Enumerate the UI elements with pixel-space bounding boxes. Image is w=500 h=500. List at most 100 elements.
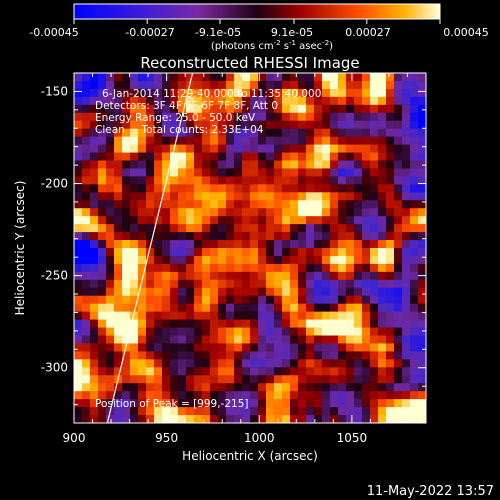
heatmap-cell	[154, 104, 163, 114]
heatmap-cell	[210, 327, 219, 337]
heatmap-cell	[90, 383, 99, 392]
heatmap-cell	[114, 271, 123, 281]
heatmap-cell	[386, 200, 395, 209]
heatmap-cell	[394, 112, 403, 122]
heatmap-cell	[178, 80, 187, 90]
heatmap-cell	[410, 192, 419, 201]
heatmap-cell	[186, 96, 195, 106]
heatmap-cell	[394, 415, 403, 423]
heatmap-cell	[186, 391, 195, 400]
heatmap-cell	[114, 255, 123, 265]
heatmap-cell	[202, 112, 211, 122]
heatmap-cell	[322, 96, 331, 106]
heatmap-cell	[106, 200, 115, 209]
heatmap-cell	[378, 120, 387, 130]
heatmap-cell	[146, 295, 155, 305]
heatmap-cell	[338, 200, 347, 209]
heatmap-cell	[210, 319, 219, 329]
heatmap-cell	[130, 216, 139, 225]
heatmap-cell	[378, 279, 387, 289]
heatmap-cell	[146, 375, 155, 384]
heatmap-cell	[354, 200, 363, 209]
heatmap-cell	[314, 240, 323, 249]
heatmap-cell	[338, 295, 347, 305]
heatmap-cell	[322, 232, 331, 241]
heatmap-cell	[210, 271, 219, 281]
heatmap-cell	[74, 184, 83, 193]
heatmap-cell	[418, 263, 426, 273]
heatmap-cell	[250, 319, 259, 329]
heatmap-cell	[234, 136, 243, 146]
heatmap-cell	[386, 168, 395, 177]
colorbar-tick-label: -0.00045	[29, 26, 78, 39]
heatmap-cell	[298, 160, 307, 170]
heatmap-cell	[370, 303, 379, 313]
heatmap-cell	[402, 120, 411, 130]
heatmap-cell	[146, 88, 155, 98]
heatmap-cell	[218, 208, 227, 217]
heatmap-cell	[330, 208, 339, 217]
heatmap-cell	[362, 359, 371, 368]
heatmap-cell	[306, 192, 315, 201]
heatmap-cell	[210, 88, 219, 98]
heatmap-cell	[138, 248, 147, 257]
heatmap-cell	[330, 216, 339, 225]
heatmap-cell	[290, 263, 299, 273]
heatmap-cell	[346, 343, 355, 352]
heatmap-cell	[74, 80, 83, 90]
heatmap-cell	[330, 263, 339, 273]
heatmap-cell	[306, 271, 315, 281]
heatmap-cell	[266, 359, 275, 368]
heatmap-cell	[362, 263, 371, 273]
heatmap-cell	[266, 415, 275, 423]
heatmap-cell	[386, 383, 395, 392]
heatmap-cell	[330, 279, 339, 289]
heatmap-cell	[122, 184, 131, 193]
heatmap-cell	[178, 224, 187, 233]
heatmap-cell	[226, 271, 235, 281]
heatmap-cell	[258, 383, 267, 392]
heatmap-cell	[322, 271, 331, 281]
heatmap-cell	[170, 383, 179, 392]
heatmap-cell	[362, 303, 371, 313]
heatmap-cell	[218, 311, 227, 321]
heatmap-cell	[282, 327, 291, 337]
heatmap-cell	[202, 255, 211, 265]
heatmap-cell	[274, 319, 283, 329]
heatmap-cell	[266, 407, 275, 416]
heatmap-cell	[298, 192, 307, 201]
heatmap-cell	[298, 104, 307, 114]
heatmap-cell	[282, 192, 291, 201]
heatmap-cell	[82, 128, 91, 138]
heatmap-cell	[162, 192, 171, 201]
heatmap-cell	[234, 184, 243, 193]
heatmap-cell	[410, 160, 419, 170]
heatmap-cell	[234, 80, 243, 90]
heatmap-cell	[98, 343, 107, 352]
heatmap-cell	[186, 399, 195, 408]
heatmap-cell	[242, 271, 251, 281]
heatmap-cell	[354, 112, 363, 122]
heatmap-cell	[130, 192, 139, 201]
heatmap-cell	[218, 96, 227, 106]
heatmap-cell	[154, 407, 163, 416]
heatmap-cell	[370, 399, 379, 408]
heatmap-cell	[226, 399, 235, 408]
heatmap-cell	[122, 383, 131, 392]
heatmap-cell	[274, 255, 283, 265]
heatmap-cell	[82, 399, 91, 408]
heatmap-cell	[402, 112, 411, 122]
heatmap-cell	[154, 415, 163, 423]
heatmap-cell	[354, 375, 363, 384]
heatmap-cell	[138, 351, 147, 360]
heatmap-cell	[346, 168, 355, 177]
heatmap-cell	[322, 319, 331, 329]
heatmap-cell	[98, 263, 107, 273]
heatmap-cell	[210, 232, 219, 241]
heatmap-cell	[218, 407, 227, 416]
heatmap-cell	[122, 335, 131, 345]
heatmap-cell	[282, 224, 291, 233]
heatmap-cell	[258, 343, 267, 352]
heatmap-cell	[130, 104, 139, 114]
heatmap-cell	[178, 383, 187, 392]
